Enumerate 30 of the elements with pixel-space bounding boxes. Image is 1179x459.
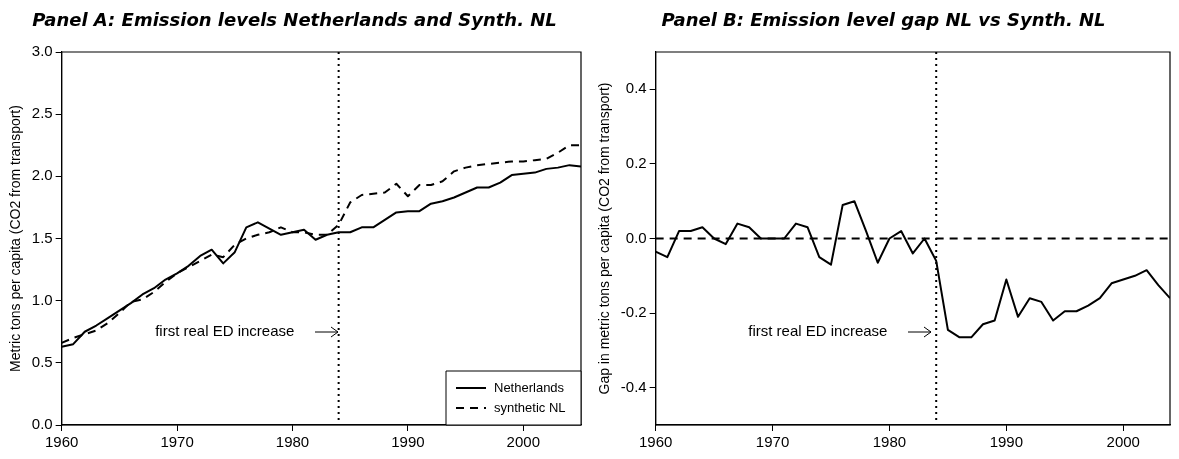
y-tick-label: 3.0 xyxy=(31,42,53,60)
legend-label: Netherlands xyxy=(494,379,565,395)
y-tick-label: 0.0 xyxy=(31,415,53,433)
y-tick-label: 0.5 xyxy=(31,352,53,370)
x-tick-label: 1960 xyxy=(638,433,673,451)
x-tick-label: 1970 xyxy=(755,433,790,451)
y-tick-label: 0.4 xyxy=(625,79,647,97)
x-tick-label: 2000 xyxy=(506,433,540,451)
y-tick-label: 1.0 xyxy=(31,290,53,308)
x-tick-label: 1960 xyxy=(44,433,79,451)
chart-title: Panel B: Emission level gap NL vs Synth. NL xyxy=(660,8,1107,32)
y-axis-title: Gap in metric tons per capita (CO2 from transport) xyxy=(596,82,613,395)
chart-title: Panel A: Emission levels Netherlands and Synth. NL xyxy=(31,8,558,32)
legend-label: synthetic NL xyxy=(494,399,566,415)
y-tick-label: -0.4 xyxy=(620,377,647,395)
x-tick-label: 1980 xyxy=(872,433,907,451)
x-tick-label: 1970 xyxy=(160,433,194,451)
annotation: first real ED increase xyxy=(155,321,295,339)
x-tick-label: 1990 xyxy=(391,433,425,451)
y-tick-label: 1.5 xyxy=(31,228,53,246)
x-tick-label: 1980 xyxy=(275,433,310,451)
x-tick-label: 2000 xyxy=(1106,433,1140,451)
annotation: first real ED increase xyxy=(748,321,888,339)
y-tick-label: -0.2 xyxy=(620,303,647,321)
y-tick-label: 0.2 xyxy=(625,154,647,172)
y-axis-title: Metric tons per capita (CO2 from transport) xyxy=(7,105,24,372)
y-tick-label: 2.5 xyxy=(31,104,53,122)
y-tick-label: 0.0 xyxy=(625,228,647,246)
y-tick-label: 2.0 xyxy=(31,166,53,184)
x-tick-label: 1990 xyxy=(989,433,1024,451)
